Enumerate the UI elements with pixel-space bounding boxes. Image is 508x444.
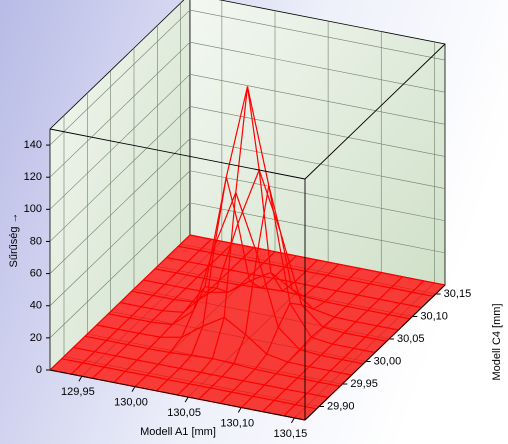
- grid-line: [189, 41, 446, 93]
- x-tick: [184, 396, 189, 403]
- y-tick-label: 30,15: [444, 288, 472, 300]
- z-tick-label: 100: [24, 203, 42, 215]
- grid-line: [189, 9, 446, 61]
- y-tick-label: 30,05: [397, 333, 425, 345]
- z-tick-label: 140: [24, 139, 42, 151]
- box-edge: [304, 284, 446, 421]
- x-tick-label: 130,05: [167, 407, 201, 419]
- grid-line: [49, 138, 191, 274]
- surface-column: [177, 86, 318, 396]
- surface-column: [283, 280, 425, 417]
- z-axis-title: Sűrűség →: [8, 212, 20, 267]
- surface-column: [198, 185, 340, 400]
- x-axis-title: Modell A1 [mm]: [140, 426, 216, 438]
- y-tick-label: 29,95: [350, 378, 378, 390]
- surface-column: [155, 176, 297, 392]
- x-tick: [131, 386, 136, 392]
- grid-line: [189, 170, 446, 222]
- grid-line: [189, 202, 446, 254]
- grid-line: [189, 74, 446, 125]
- z-tick-label: 120: [24, 171, 42, 183]
- z-tick-label: 20: [30, 332, 42, 344]
- y-tick-label: 29,90: [327, 400, 355, 412]
- grid-line: [189, 106, 446, 157]
- z-tick-label: 0: [36, 364, 42, 376]
- box-edge: [49, 128, 306, 180]
- grid-line: [49, 9, 191, 146]
- surface-column: [92, 242, 233, 379]
- x-tick: [290, 417, 295, 424]
- grid-line: [49, 41, 191, 178]
- box-edge: [49, 369, 306, 421]
- surface-column: [219, 267, 361, 404]
- z-tick-label: 40: [30, 300, 42, 312]
- grid-line: [49, 106, 191, 242]
- surface-column: [70, 238, 212, 375]
- surface-column: [49, 234, 191, 371]
- z-tick-label: 60: [30, 268, 42, 280]
- x-tick: [237, 407, 242, 413]
- grid-line: [49, 170, 191, 306]
- surface-column: [113, 247, 255, 383]
- z-tick-label: 80: [30, 235, 42, 247]
- surface-column: [240, 272, 382, 408]
- box-edge: [304, 43, 446, 180]
- y-tick-label: 30,10: [420, 310, 448, 322]
- x-tick-label: 129,95: [61, 386, 95, 398]
- grid-line: [49, 74, 191, 210]
- y-tick-label: 30,00: [374, 355, 402, 367]
- grid-line: [49, 202, 191, 339]
- x-tick-label: 130,15: [274, 428, 308, 440]
- x-tick-label: 130,10: [220, 417, 254, 429]
- surface-column: [134, 251, 276, 388]
- surface-column: [262, 276, 403, 413]
- x-tick-label: 130,00: [114, 397, 148, 409]
- grid-line: [189, 138, 446, 189]
- x-tick: [78, 375, 83, 382]
- y-axis-title: Modell C4 [mm]: [491, 303, 503, 380]
